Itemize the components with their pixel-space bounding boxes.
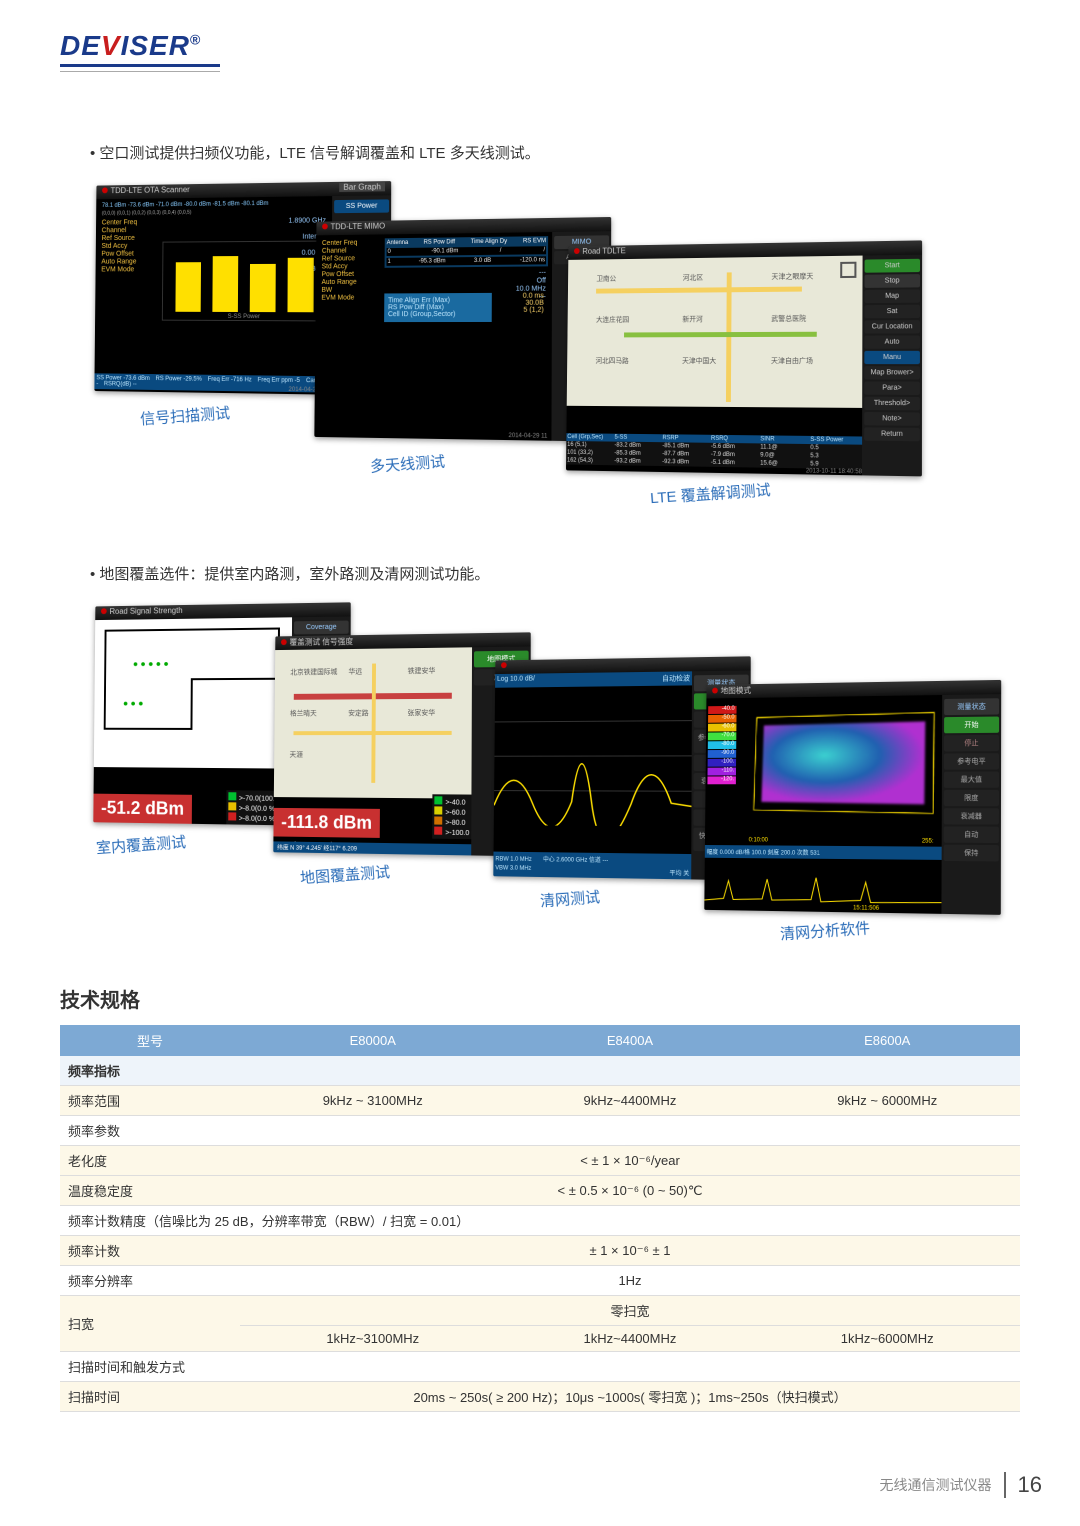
- screenshot-row-1: TDD-LTE OTA ScannerBar Graph SS Power 78…: [90, 183, 1020, 503]
- caption-2-1: 室内覆盖测试: [95, 831, 186, 858]
- brand-logo: DEVISER®: [60, 30, 220, 72]
- bullet-1: 空口测试提供扫频仪功能，LTE 信号解调覆盖和 LTE 多天线测试。: [90, 142, 1020, 163]
- screenshot-row-2: Road Signal Strength CoverageStartStopMe…: [90, 604, 1020, 924]
- caption-1-2: 多天线测试: [369, 450, 445, 476]
- caption-1-1: 信号扫描测试: [139, 402, 230, 429]
- page-footer: 无线通信测试仪器 16: [880, 1472, 1042, 1498]
- caption-1-3: LTE 覆盖解调测试: [649, 479, 771, 508]
- caption-2-3: 清网测试: [539, 886, 600, 911]
- caption-2-2: 地图覆盖测试: [299, 861, 390, 888]
- caption-2-4: 清网分析软件: [779, 917, 870, 944]
- spec-table: 型号E8000AE8400AE8600A 频率指标频率范围9kHz ~ 3100…: [60, 1025, 1020, 1412]
- spec-title: 技术规格: [60, 984, 1020, 1013]
- bullet-2: 地图覆盖选件：提供室内路测，室外路测及清网测试功能。: [90, 563, 1020, 584]
